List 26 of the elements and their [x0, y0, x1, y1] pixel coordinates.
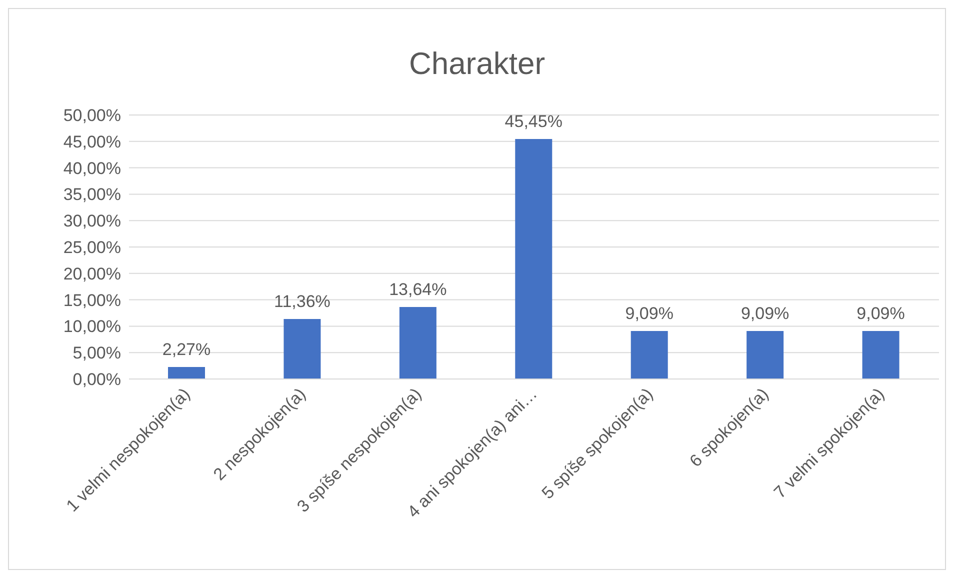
data-label: 9,09%: [625, 304, 674, 324]
data-label: 9,09%: [740, 304, 790, 324]
chart-title: Charakter: [408, 45, 546, 83]
bar: [862, 331, 900, 379]
y-tick-label: 30,00%: [63, 212, 121, 231]
y-tick-label: 50,00%: [63, 106, 121, 126]
y-tick-label: 35,00%: [63, 185, 121, 204]
bar: [168, 367, 205, 379]
data-label: 45,45%: [504, 112, 562, 132]
bar: [746, 331, 784, 379]
y-tick-label: 5,00%: [72, 344, 121, 363]
bar: [630, 331, 668, 379]
bar: [515, 139, 552, 379]
data-label: 2,27%: [162, 340, 211, 360]
bar: [399, 306, 436, 379]
data-label: 13,64%: [389, 280, 447, 299]
y-tick-label: 45,00%: [63, 132, 121, 152]
bar: [284, 319, 321, 379]
data-label: 9,09%: [856, 304, 905, 324]
y-tick-label: 40,00%: [63, 158, 121, 178]
y-tick-label: 0,00%: [72, 370, 121, 390]
y-tick-label: 10,00%: [63, 317, 121, 336]
y-tick-label: 15,00%: [63, 290, 121, 310]
y-tick-label: 25,00%: [63, 238, 121, 258]
y-tick-label: 20,00%: [63, 264, 121, 284]
data-label: 11,36%: [274, 292, 330, 312]
